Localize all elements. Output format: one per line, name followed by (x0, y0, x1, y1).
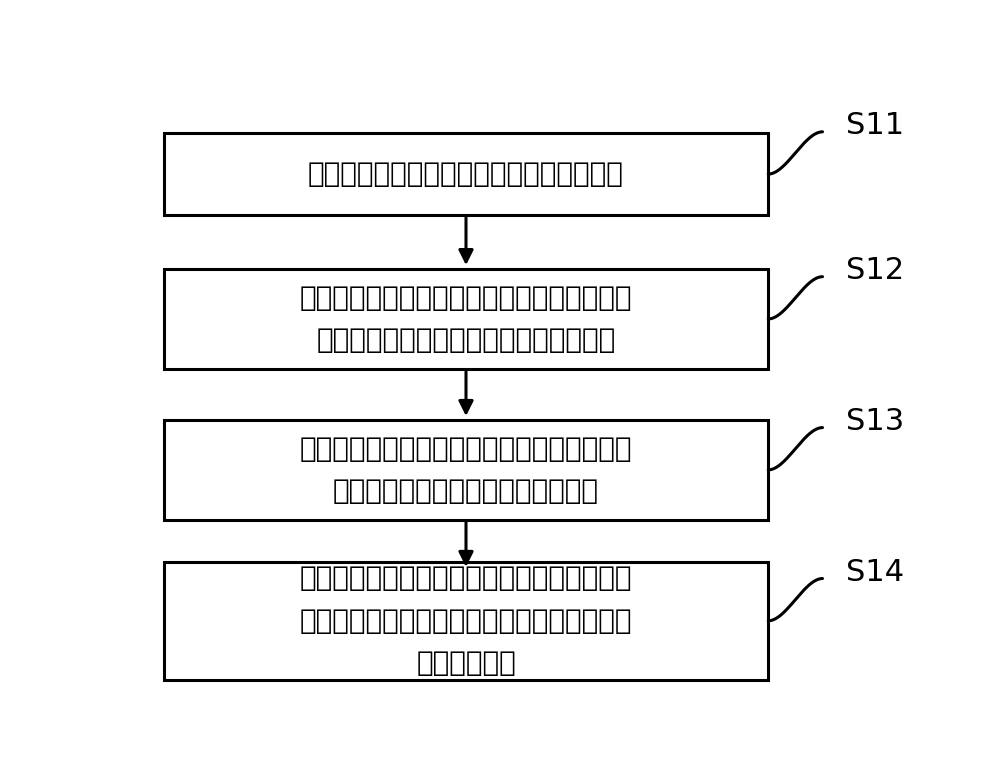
Bar (164, 133, 768, 215)
Text: S11: S11 (846, 111, 904, 140)
Text: 将所述次同步阻尼作用量叠加至双馈风力发电: 将所述次同步阻尼作用量叠加至双馈风力发电 (300, 564, 632, 593)
Bar (164, 269, 768, 368)
Text: 根据所述定子电流和所述转子电流，计算双馈: 根据所述定子电流和所述转子电流，计算双馈 (300, 284, 632, 312)
Text: 和相位变换，形成次同步阻尼作用量: 和相位变换，形成次同步阻尼作用量 (333, 477, 599, 505)
Text: S13: S13 (846, 407, 904, 436)
Text: S12: S12 (846, 256, 904, 285)
Bar (164, 420, 768, 520)
Text: 风力发电机励磁电流中的次同步电流分量: 风力发电机励磁电流中的次同步电流分量 (316, 326, 616, 354)
Text: 的最终作用量: 的最终作用量 (416, 649, 516, 677)
Text: 机组的基本作用量上，形成双馈风力发电机组: 机组的基本作用量上，形成双馈风力发电机组 (300, 607, 632, 635)
Bar (164, 562, 768, 680)
Text: 对所述励磁电流中的次同步电流分量进行幅度: 对所述励磁电流中的次同步电流分量进行幅度 (300, 434, 632, 463)
Text: S14: S14 (846, 558, 904, 587)
Text: 获取双馈风力发电机的定子电流和转子电流: 获取双馈风力发电机的定子电流和转子电流 (308, 160, 624, 188)
